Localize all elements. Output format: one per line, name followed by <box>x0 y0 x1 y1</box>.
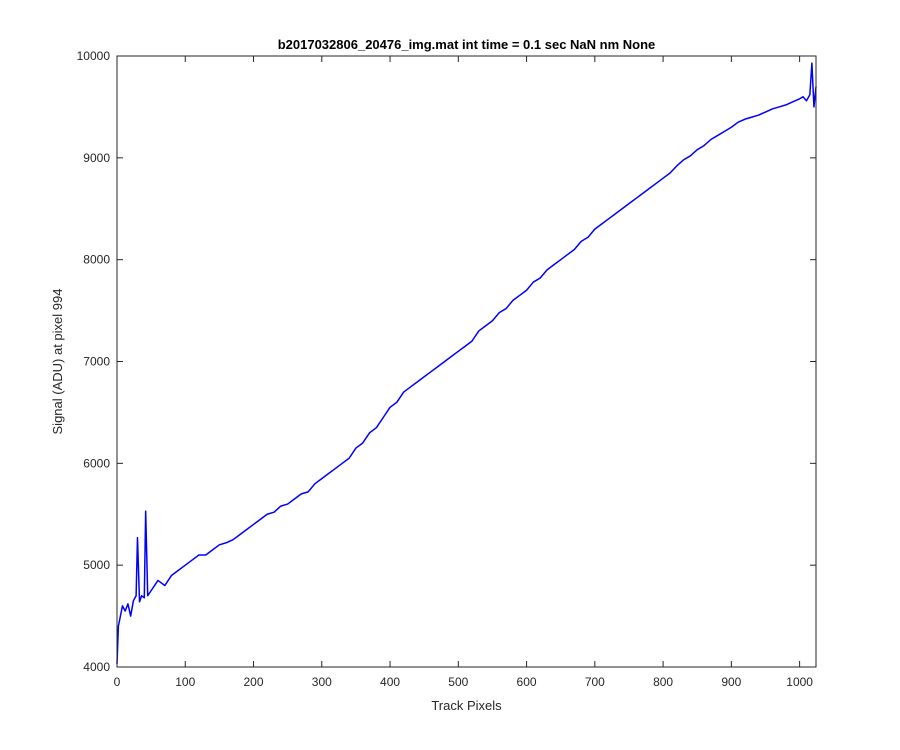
x-tick-label: 200 <box>244 675 264 689</box>
x-tick-label: 100 <box>175 675 195 689</box>
y-tick-label: 8000 <box>83 253 110 267</box>
x-tick-label: 600 <box>517 675 537 689</box>
x-tick-label: 700 <box>585 675 605 689</box>
x-axis-ticks: 0 100 200 300 400 500 600 700 800 900 1000 <box>114 56 813 689</box>
axes-box <box>116 55 817 668</box>
y-tick-label: 9000 <box>83 151 110 165</box>
x-tick-label: 300 <box>312 675 332 689</box>
y-tick-label: 10000 <box>77 49 111 63</box>
x-tick-label: 0 <box>114 675 121 689</box>
x-tick-label: 500 <box>448 675 468 689</box>
series-line-0 <box>116 62 817 664</box>
series-group <box>116 62 817 664</box>
y-tick-label: 4000 <box>83 660 110 674</box>
x-axis-label: Track Pixels <box>431 698 502 713</box>
y-tick-label: 5000 <box>83 558 110 572</box>
plot-area <box>117 56 816 667</box>
x-tick-label: 800 <box>653 675 673 689</box>
y-axis-label: Signal (ADU) at pixel 994 <box>50 289 65 435</box>
chart-title: b2017032806_20476_img.mat int time = 0.1… <box>278 37 656 52</box>
y-tick-label: 6000 <box>83 456 110 470</box>
x-tick-label: 900 <box>721 675 741 689</box>
y-axis-ticks: 4000 5000 6000 7000 8000 9000 10000 <box>77 49 816 674</box>
x-tick-label: 400 <box>380 675 400 689</box>
x-tick-label: 1000 <box>786 675 813 689</box>
y-tick-label: 7000 <box>83 355 110 369</box>
